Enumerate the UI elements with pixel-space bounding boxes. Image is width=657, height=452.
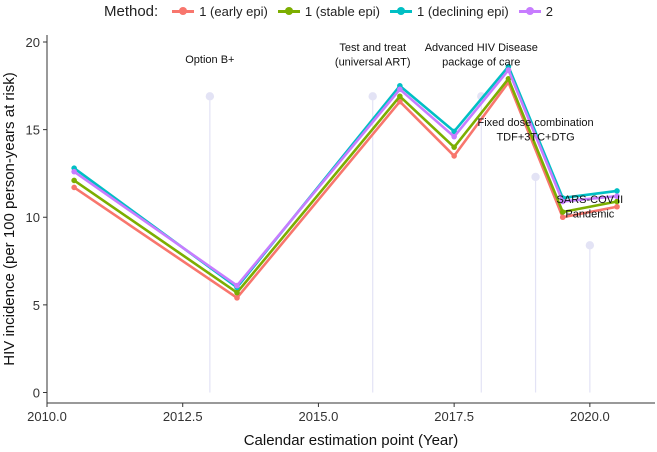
data-point-3-2	[397, 86, 403, 93]
annotation-point-1	[368, 92, 377, 101]
data-point-3-3	[451, 133, 457, 140]
axes-layer: 2010.0 2012.5 2015.0 2017.5 2020.0 0 5 10 15 20 Ca…	[1, 35, 655, 449]
data-point-3-5	[559, 198, 566, 205]
legend-label-stable-epi: 1 (stable epi)	[304, 3, 380, 19]
x-axis-label: Calendar estimation point (Year)	[244, 432, 459, 449]
annotation-label-line: Fixed dose combination	[477, 117, 593, 129]
legend-item-method-2: 2	[518, 3, 553, 19]
data-point-0-2	[397, 98, 403, 105]
legend-item-early-epi: 1 (early epi)	[172, 4, 268, 19]
annotation-label-line: Advanced HIV Disease	[425, 42, 538, 54]
data-point-1-3	[451, 144, 457, 150]
legend-label-declining-epi: 1 (declining epi)	[416, 3, 509, 19]
legend-label-method-2: 2	[545, 3, 553, 19]
data-point-2-6	[614, 188, 620, 194]
y-tick-label-3: 15	[26, 123, 40, 138]
data-point-3-6	[614, 193, 620, 200]
legend-dot-early-epi	[179, 7, 188, 15]
data-point-0-3	[451, 153, 457, 159]
legend-key-early-epi	[172, 5, 195, 17]
legend-item-stable-epi: 1 (stable epi)	[277, 3, 380, 19]
legend-dot-declining-epi	[396, 7, 405, 15]
x-tick-label-4: 2020.0	[570, 409, 610, 424]
annotation-label-line: Test and treat	[339, 42, 406, 54]
annotation-label-1: Test and treat (universal ART)	[335, 42, 411, 68]
annotation-label-line: package of care	[442, 56, 520, 68]
annotation-label-line: TDF+3TC+DTG	[496, 132, 574, 144]
label-layer: Option B+ Test and treat (universal ART) Ad…	[185, 42, 623, 221]
data-point-0-1	[234, 295, 240, 301]
annotation-label-0: Option B+	[185, 54, 234, 66]
x-tick-label-1: 2012.5	[163, 409, 203, 424]
annotation-layer	[205, 92, 595, 393]
legend-key-declining-epi	[389, 5, 412, 17]
data-point-1-0	[71, 177, 77, 184]
annotation-label-3: Fixed dose combination TDF+3TC+DTG	[477, 117, 593, 144]
data-point-1-5	[559, 209, 566, 215]
data-point-1-4	[505, 76, 512, 82]
legend-dot-method-2	[525, 7, 534, 15]
data-point-3-4	[505, 67, 512, 73]
y-tick-label-2: 10	[26, 210, 40, 225]
x-tick-label-3: 2017.5	[434, 409, 474, 424]
annotation-label-4: SARS-COV II Pandemic	[557, 194, 624, 221]
series-layer	[71, 63, 620, 301]
legend-item-declining-epi: 1 (declining epi)	[389, 3, 509, 19]
x-tick-label-0: 2010.0	[27, 409, 67, 424]
legend-label-early-epi: 1 (early epi)	[199, 3, 268, 19]
legend-dot-stable-epi	[284, 7, 293, 15]
data-point-0-0	[71, 184, 77, 191]
annotation-label-line: Option B+	[185, 54, 234, 66]
annotation-label-line: Pandemic	[565, 209, 614, 221]
annotation-label-2: Advanced HIV Disease package of care	[425, 42, 538, 68]
annotation-label-line: (universal ART)	[335, 56, 411, 68]
legend-key-method-2	[518, 5, 541, 17]
y-tick-label-1: 5	[33, 298, 40, 313]
legend-key-stable-epi	[277, 5, 300, 17]
y-tick-label-4: 20	[26, 35, 40, 50]
x-tick-label-2: 2015.0	[299, 409, 339, 424]
data-point-1-1	[234, 289, 240, 296]
data-point-3-0	[71, 168, 77, 175]
data-point-2-3	[451, 128, 457, 135]
legend: Method: 1 (early epi) 1 (stable epi) 1 (…	[0, 0, 657, 22]
data-point-1-6	[614, 198, 620, 205]
annotation-point-0	[205, 92, 215, 101]
legend-title: Method:	[103, 2, 159, 20]
annotation-point-4	[585, 241, 595, 250]
data-point-3-1	[234, 282, 240, 289]
annotation-point-3	[531, 172, 540, 182]
annotation-label-line: SARS-COV II	[557, 194, 624, 206]
data-point-1-2	[397, 93, 403, 100]
data-point-0-5	[559, 214, 566, 221]
data-point-0-6	[614, 203, 620, 210]
y-axis-label: HIV incidence (per 100 person-years at r…	[1, 72, 18, 365]
y-tick-label-0: 0	[33, 385, 40, 400]
